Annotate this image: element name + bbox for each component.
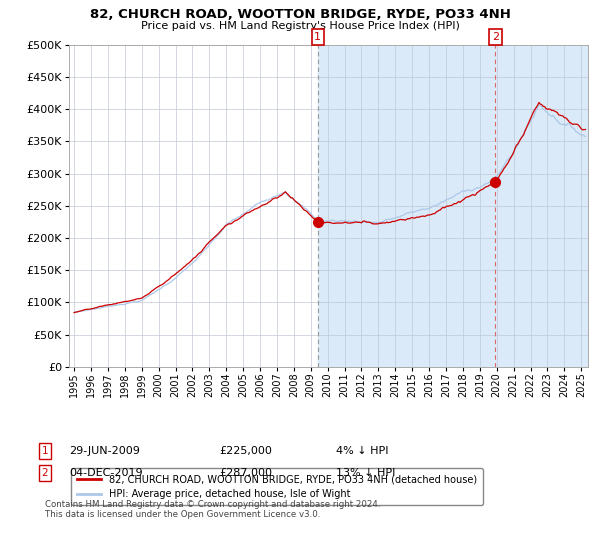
- Bar: [318, 45, 588, 367]
- Text: 29-JUN-2009: 29-JUN-2009: [69, 446, 140, 456]
- Text: 1: 1: [41, 446, 49, 456]
- Text: £287,000: £287,000: [219, 468, 272, 478]
- Text: Price paid vs. HM Land Registry's House Price Index (HPI): Price paid vs. HM Land Registry's House …: [140, 21, 460, 31]
- Text: 13% ↓ HPI: 13% ↓ HPI: [336, 468, 395, 478]
- Legend: 82, CHURCH ROAD, WOOTTON BRIDGE, RYDE, PO33 4NH (detached house), HPI: Average p: 82, CHURCH ROAD, WOOTTON BRIDGE, RYDE, P…: [71, 468, 483, 505]
- Text: 1: 1: [314, 32, 321, 42]
- Text: 2: 2: [41, 468, 49, 478]
- Text: 4% ↓ HPI: 4% ↓ HPI: [336, 446, 389, 456]
- Text: 82, CHURCH ROAD, WOOTTON BRIDGE, RYDE, PO33 4NH: 82, CHURCH ROAD, WOOTTON BRIDGE, RYDE, P…: [89, 8, 511, 21]
- Text: 2: 2: [492, 32, 499, 42]
- Text: 04-DEC-2019: 04-DEC-2019: [69, 468, 143, 478]
- Text: £225,000: £225,000: [219, 446, 272, 456]
- Text: Contains HM Land Registry data © Crown copyright and database right 2024.
This d: Contains HM Land Registry data © Crown c…: [45, 500, 380, 519]
